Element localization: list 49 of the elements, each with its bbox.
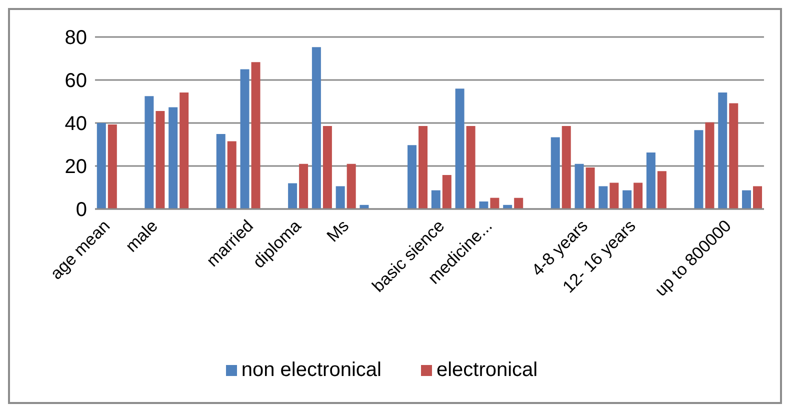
bar — [408, 145, 417, 209]
bar — [299, 164, 308, 209]
y-tick-label: 40 — [64, 113, 87, 136]
y-tick-label: 0 — [76, 199, 87, 222]
legend-label: non electronical — [241, 359, 382, 381]
bar — [96, 123, 106, 209]
bar — [550, 137, 560, 209]
bar — [144, 96, 154, 209]
bar — [336, 186, 345, 209]
y-tick-label: 20 — [64, 156, 87, 178]
bar — [622, 190, 632, 209]
bar — [156, 110, 165, 209]
bar — [168, 107, 178, 209]
bar — [634, 182, 643, 209]
y-tick-label: 60 — [64, 70, 87, 92]
bar — [694, 130, 704, 209]
bar — [180, 92, 189, 209]
bar — [574, 164, 584, 209]
bar — [346, 164, 356, 209]
bar — [646, 152, 656, 209]
bar — [718, 92, 728, 209]
bar — [729, 103, 738, 209]
bar — [562, 126, 571, 209]
bar — [490, 198, 500, 209]
bar — [657, 171, 666, 209]
bar — [586, 168, 595, 209]
bar — [514, 198, 524, 209]
bar — [108, 124, 117, 209]
bar — [705, 122, 714, 209]
x-tick-label: Ms — [323, 216, 353, 246]
bar — [251, 62, 260, 209]
bar — [598, 186, 608, 209]
bar — [216, 134, 226, 209]
bar — [742, 190, 752, 209]
bar — [418, 126, 428, 209]
legend-label: electronical — [436, 359, 538, 381]
bar — [240, 69, 250, 209]
bar — [466, 126, 476, 209]
bar — [455, 88, 464, 209]
bar — [288, 183, 298, 209]
bar — [753, 186, 762, 209]
bar — [479, 201, 488, 209]
y-tick-label: 80 — [64, 27, 87, 50]
bar — [312, 47, 321, 209]
bar — [610, 182, 619, 209]
bar — [442, 175, 452, 209]
bar — [431, 190, 440, 209]
bar — [227, 141, 236, 209]
bar — [322, 126, 332, 209]
